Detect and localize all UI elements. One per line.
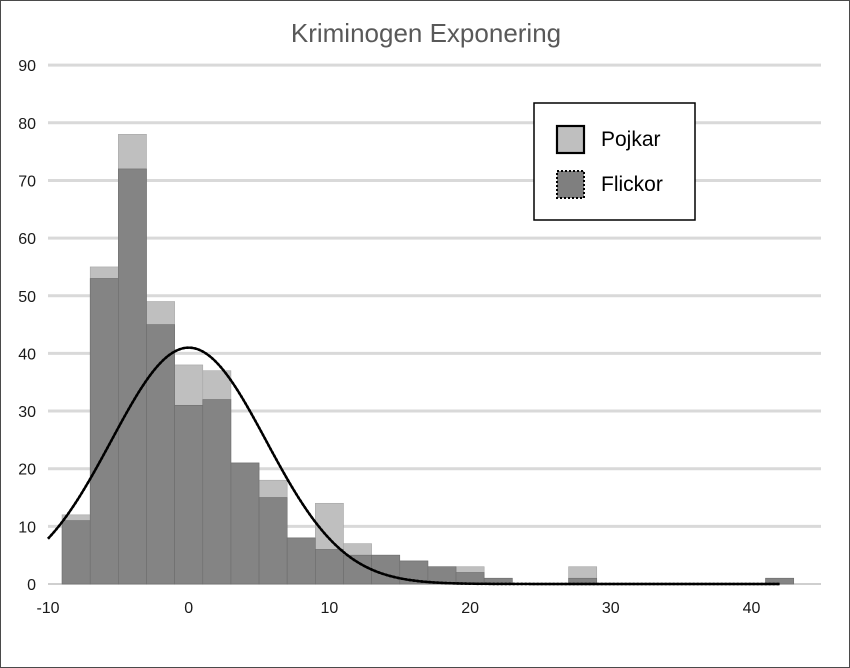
bar-flickor: [118, 168, 147, 585]
y-tick-label: 30: [18, 404, 36, 421]
y-tick-label: 40: [18, 346, 36, 363]
chart-title: Kriminogen Exponering: [291, 18, 561, 48]
y-axis-ticks: 0 10 20 30 40 50 60 70 80 90: [18, 58, 36, 594]
x-tick-label: 20: [461, 600, 479, 617]
legend-box: [533, 102, 696, 221]
curve-flickor: [47, 346, 780, 586]
bar-flickor: [89, 278, 119, 585]
y-tick-label: 20: [18, 462, 36, 479]
legend-swatch-pojkar: [555, 124, 586, 155]
bar-flickor: [455, 572, 485, 585]
bar-flickor: [146, 324, 175, 585]
bar-flickor: [230, 462, 260, 585]
legend-swatch-flickor: [556, 170, 585, 199]
x-tick-label: 30: [602, 600, 620, 617]
legend-label-flickor: Flickor: [601, 173, 663, 196]
legend-label-pojkar: Pojkar: [601, 128, 661, 151]
x-axis-ticks: -10 0 10 20 30 40: [36, 600, 760, 617]
y-tick-label: 0: [27, 577, 36, 594]
y-tick-label: 80: [18, 116, 36, 133]
bars: [61, 134, 795, 585]
bar-flickor: [315, 549, 344, 585]
legend: Pojkar Flickor: [533, 102, 696, 221]
bar-flickor: [202, 399, 232, 585]
x-tick-label: 40: [743, 600, 761, 617]
y-tick-label: 70: [18, 173, 36, 190]
bar-flickor: [286, 537, 316, 585]
bar-flickor: [61, 520, 91, 585]
y-tick-label: 90: [18, 58, 36, 75]
bar-flickor: [174, 404, 204, 585]
x-tick-label: -10: [36, 600, 59, 617]
x-tick-label: 10: [321, 600, 339, 617]
y-tick-label: 60: [18, 231, 36, 248]
x-tick-label: 0: [184, 600, 193, 617]
fitted-curves: [47, 346, 780, 586]
bar-flickor: [343, 554, 372, 585]
bar-flickor: [371, 554, 401, 585]
y-tick-label: 10: [18, 519, 36, 536]
bar-flickor: [258, 497, 288, 585]
y-tick-label: 50: [18, 289, 36, 306]
